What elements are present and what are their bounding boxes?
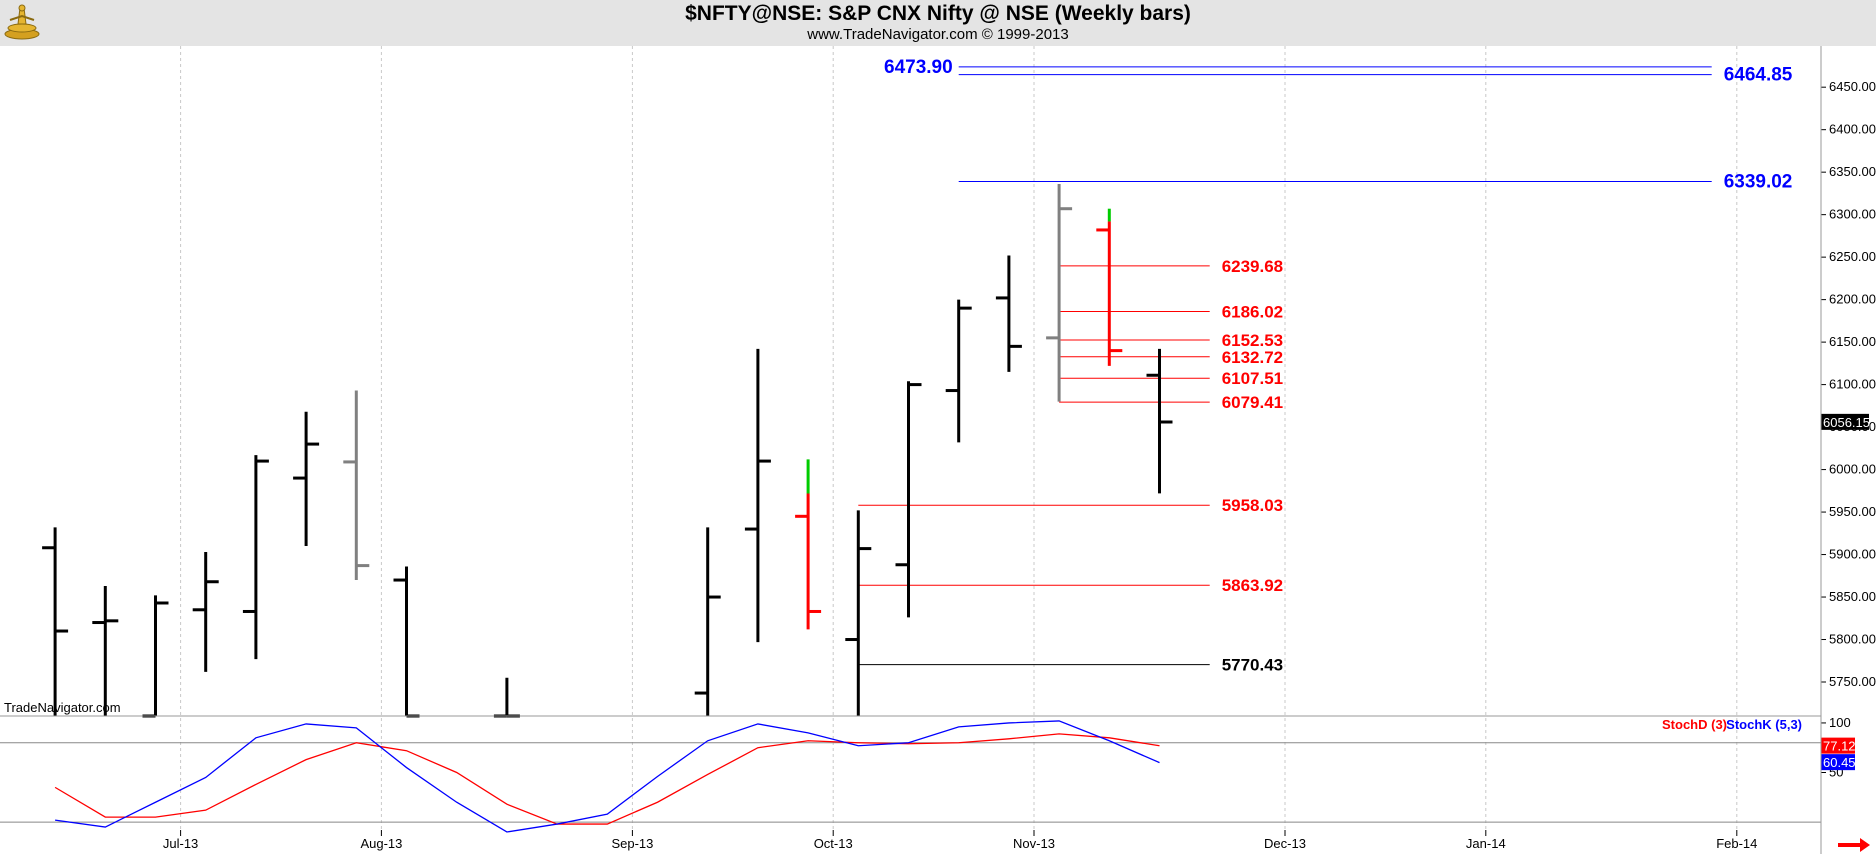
date-label-0: Jul-13 (163, 836, 198, 851)
chart-title: $NFTY@NSE: S&P CNX Nifty @ NSE (Weekly b… (685, 2, 1191, 25)
last-stochd-box (1821, 737, 1855, 754)
ohlc-bar-15 (995, 255, 1022, 372)
last-price-box (1821, 413, 1869, 430)
date-label-2: Sep-13 (611, 836, 653, 851)
ohlc-bar-9 (694, 527, 721, 716)
stoch-tick-label-0: 100 (1829, 715, 1851, 730)
ohlc-bar-16 (1046, 184, 1073, 402)
price-tick-label-1: 5800.00 (1829, 632, 1876, 647)
last-stochd-label: 77.12 (1823, 739, 1856, 754)
price-tick-label-4: 5950.00 (1829, 504, 1876, 519)
week-gridlines (180, 46, 1738, 830)
price-tick-label-13: 6400.00 (1829, 122, 1876, 137)
stochastic-reference-lines (0, 742, 1821, 823)
price-tick-label-3: 5900.00 (1829, 547, 1876, 562)
price-tick-label-14: 6450.00 (1829, 79, 1876, 94)
last-stochk-box (1821, 754, 1855, 771)
price-tick-label-2: 5850.00 (1829, 589, 1876, 604)
last-price-label: 6056.15 (1823, 415, 1870, 430)
date-label-6: Jan-14 (1466, 836, 1506, 851)
level-label-11: 5770.43 (1222, 656, 1283, 675)
chart-header: $NFTY@NSE: S&P CNX Nifty @ NSE (Weekly b… (0, 0, 1876, 46)
watermark: TradeNavigator.com (4, 700, 121, 715)
ohlc-bar-1 (92, 585, 119, 716)
level-label-4: 6186.02 (1222, 303, 1283, 322)
ohlc-bar-5 (293, 411, 320, 547)
level-label-10: 5863.92 (1222, 576, 1283, 595)
level-label-9: 5958.03 (1222, 496, 1283, 515)
level-label-3: 6239.68 (1222, 257, 1283, 276)
ohlc-bar-3 (192, 552, 219, 672)
level-label-0: 6473.90 (884, 57, 953, 78)
legend-stochk: StochK (5,3) (1726, 717, 1802, 732)
stoch-series-0 (54, 733, 1160, 825)
ohlc-bar-12 (845, 510, 872, 716)
price-tick-label-11: 6300.00 (1829, 207, 1876, 222)
support-resistance-levels: 6473.90 6464.85 6339.02 6239.68 6186.02 6152.… (858, 57, 1793, 675)
stoch-series-1 (55, 720, 1160, 833)
ohlc-bar-17 (1096, 208, 1123, 366)
price-tick-label-8: 6150.00 (1829, 334, 1876, 349)
ohlc-bar-14 (945, 299, 972, 443)
level-label-6: 6132.72 (1222, 348, 1283, 367)
price-bars (42, 184, 1173, 718)
scroll-arrow-icon[interactable] (1838, 838, 1870, 852)
date-label-7: Feb-14 (1716, 836, 1757, 851)
ohlc-bar-18 (1146, 348, 1173, 494)
price-tick-label-5: 6000.00 (1829, 462, 1876, 477)
stochastic-lines (54, 720, 1160, 833)
chart-subtitle: www.TradeNavigator.com © 1999-2013 (807, 26, 1069, 43)
logo-icon (4, 4, 40, 40)
ohlc-bar-4 (242, 455, 269, 660)
ohlc-bar-6 (343, 390, 370, 581)
price-tick-label-0: 5750.00 (1829, 674, 1876, 689)
level-label-2: 6339.02 (1724, 171, 1793, 192)
date-label-5: Dec-13 (1264, 836, 1306, 851)
ohlc-bar-0 (42, 527, 69, 716)
trade-navigator-logo (4, 4, 40, 40)
ohlc-bar-11 (795, 459, 822, 630)
level-label-7: 6107.51 (1222, 369, 1283, 388)
date-label-1: Aug-13 (360, 836, 402, 851)
ohlc-bar-13 (895, 381, 922, 618)
ohlc-bar-10 (744, 348, 771, 643)
date-axis: Jul-13 Aug-13 Sep-13 Oct-13 Nov-13 Dec-13 Jan-… (163, 830, 1757, 851)
legend-stochd: StochD (3) (1662, 717, 1727, 732)
date-label-3: Oct-13 (814, 836, 853, 851)
price-panel: 6473.90 6464.85 6339.02 6239.68 6186.02 6152.… (0, 46, 1876, 830)
price-tick-label-10: 6250.00 (1829, 249, 1876, 264)
level-label-5: 6152.53 (1222, 331, 1283, 350)
price-axis: 5750.00 5800.00 5850.00 5900.00 5950.00 6000.… (1821, 79, 1876, 689)
level-label-1: 6464.85 (1724, 65, 1793, 86)
price-tick-label-7: 6100.00 (1829, 377, 1876, 392)
last-stochk-label: 60.45 (1823, 755, 1856, 770)
price-tick-label-9: 6200.00 (1829, 292, 1876, 307)
date-label-4: Nov-13 (1013, 836, 1055, 851)
level-label-8: 6079.41 (1222, 393, 1283, 412)
price-tick-label-12: 6350.00 (1829, 164, 1876, 179)
